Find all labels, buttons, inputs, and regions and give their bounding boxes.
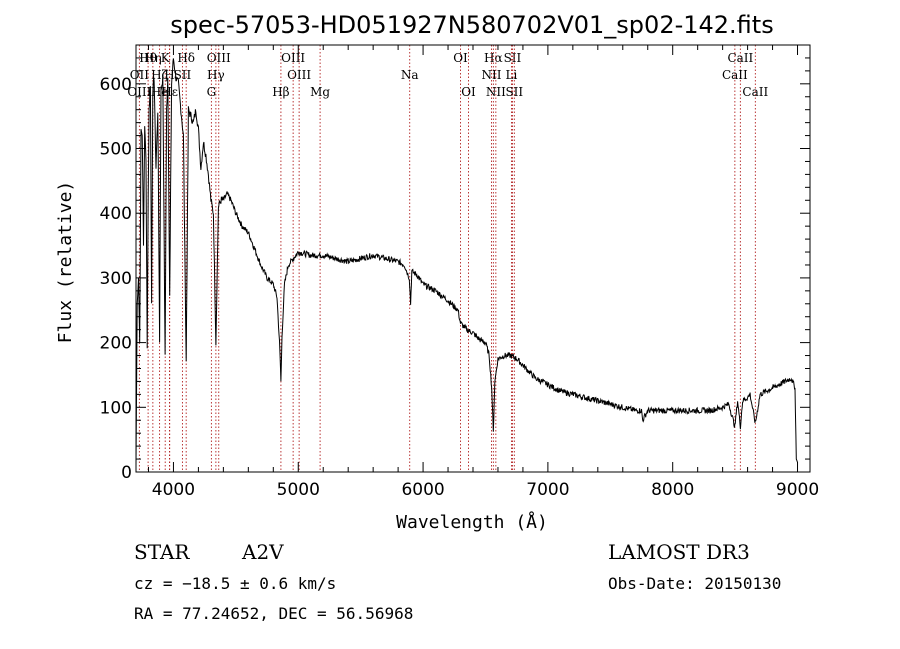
- y-tick-label: 600: [100, 75, 132, 95]
- spectral-line-label: He: [151, 85, 169, 99]
- y-tick-label: 100: [100, 398, 132, 418]
- observation-date: Obs-Date: 20150130: [608, 574, 782, 593]
- y-tick-label: 500: [100, 140, 132, 160]
- spectral-line-label: OI: [453, 51, 468, 65]
- spectral-line-label: Hε: [161, 85, 178, 99]
- spectral-line-label: Hβ: [272, 85, 289, 99]
- sky-coordinates: RA = 77.24652, DEC = 56.56968: [134, 604, 414, 623]
- spectral-line-label: Li: [506, 68, 518, 82]
- x-tick-label: 7000: [526, 480, 569, 500]
- spectral-line-label: Hδ: [177, 51, 195, 65]
- spectral-line-label: Hγ: [207, 68, 225, 82]
- y-tick-label: 300: [100, 269, 132, 289]
- spectral-line-label: K: [161, 51, 171, 65]
- y-axis-title: Flux (relative): [55, 181, 76, 344]
- spectral-subclass: A2V: [242, 540, 284, 564]
- spectral-line-label: OII: [130, 68, 150, 82]
- object-type: STAR: [134, 540, 190, 564]
- spectral-line-label: CaII: [742, 85, 768, 99]
- spectral-line-label: NII: [486, 85, 506, 99]
- spectral-line-label: G: [207, 85, 217, 99]
- spectral-line-label: CaII: [722, 68, 748, 82]
- spectral-line-label: OIII: [127, 85, 151, 99]
- spectral-line-label: H: [164, 68, 174, 82]
- spectrum-line: [135, 58, 798, 466]
- spectral-line-label: OI: [461, 85, 476, 99]
- spectral-line-label: Hζ: [151, 68, 168, 82]
- spectral-line-label: CaII: [727, 51, 753, 65]
- y-tick-label: 400: [100, 204, 132, 224]
- spectral-line-label: Hη: [144, 51, 162, 65]
- x-tick-label: 8000: [651, 480, 694, 500]
- y-tick-label: 200: [100, 334, 132, 354]
- x-axis-title: Wavelength (Å): [396, 511, 548, 533]
- spectral-line-label: OIII: [281, 51, 305, 65]
- chart-title: spec-57053-HD051927N580702V01_sp02-142.f…: [170, 11, 773, 39]
- spectral-line-label: Na: [401, 68, 419, 82]
- redshift-value: cz = −18.5 ± 0.6 km/s: [134, 574, 337, 593]
- spectral-line-label: OIII: [287, 68, 311, 82]
- spectral-line-label: Mg: [310, 85, 330, 99]
- spectral-line-label: Hθ: [139, 51, 157, 65]
- x-tick-label: 5000: [277, 480, 320, 500]
- spectral-line-label: OIII: [207, 51, 231, 65]
- spectral-line-label: SII: [504, 51, 522, 65]
- spectral-line-label: SII: [505, 85, 523, 99]
- x-tick-label: 6000: [401, 480, 444, 500]
- axis-ticks-layer: 4000 5000 6000 7000 8000 9000 0 100 200 300 400 500…: [100, 45, 819, 500]
- survey-name: LAMOST DR3: [608, 540, 750, 564]
- y-tick-label: 0: [121, 463, 132, 483]
- spectral-line-label: Hα: [484, 51, 503, 65]
- x-tick-label: 9000: [776, 480, 819, 500]
- x-tick-label: 4000: [152, 480, 195, 500]
- spectral-line-label: NII: [481, 68, 501, 82]
